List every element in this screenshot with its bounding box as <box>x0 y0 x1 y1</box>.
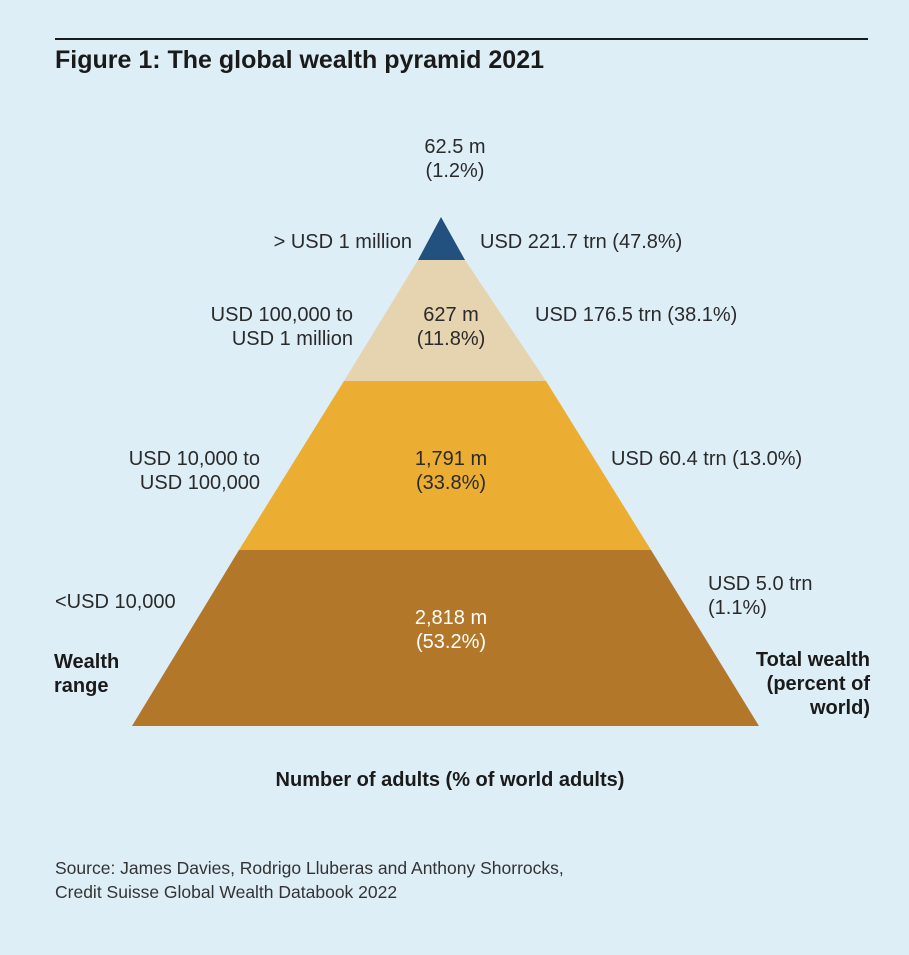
tier-base-total-wealth-line2: (1.1%) <box>708 597 767 619</box>
source-line1: Source: James Davies, Rodrigo Lluberas a… <box>55 858 564 878</box>
tier-upper-middle-adults-count: 627 m <box>423 304 479 326</box>
figure-title: Figure 1: The global wealth pyramid 2021 <box>55 46 545 74</box>
tier-upper-middle-range-line2: USD 1 million <box>231 328 353 350</box>
tier-base-wealth-range: <USD 10,000 <box>55 591 176 613</box>
tier-top-total-wealth: USD 221.7 trn (47.8%) <box>480 231 683 253</box>
tier-base-adults-count: 2,818 m <box>414 607 488 629</box>
total-wealth-axis-label: Total wealth (percent of world) <box>690 648 870 720</box>
title-rule <box>55 38 868 40</box>
total-wealth-label-line3: world) <box>810 697 870 719</box>
wealth-range-axis-label: Wealth range <box>54 650 119 698</box>
tier-upper-middle-adults: 627 m (11.8%) <box>386 303 516 351</box>
tier-top-wealth-range: > USD 1 million <box>273 231 412 253</box>
tier-middle-range-line2: USD 100,000 <box>139 472 260 494</box>
tier-upper-middle-total-wealth: USD 176.5 trn (38.1%) <box>535 304 738 326</box>
tier-middle-adults-pct: (33.8%) <box>415 472 487 494</box>
tier-base-total-wealth: USD 5.0 trn (1.1%) <box>708 572 812 620</box>
tier-middle-total-wealth: USD 60.4 trn (13.0%) <box>611 448 803 470</box>
tier-upper-middle-wealth-range: USD 100,000 to USD 1 million <box>140 303 353 351</box>
tier-upper-middle-range-line1: USD 100,000 to <box>210 304 353 326</box>
tier-top-adults-pct: (1.2%) <box>425 160 485 182</box>
source-line2: Credit Suisse Global Wealth Databook 202… <box>55 882 398 902</box>
tier-middle-wealth-range: USD 10,000 to USD 100,000 <box>60 447 260 495</box>
tier-top-adults: 62.5 m (1.2%) <box>390 135 520 183</box>
tier-middle-adults-count: 1,791 m <box>414 448 488 470</box>
pyramid-tier-middle <box>239 381 651 550</box>
total-wealth-label-line2: (percent of <box>766 673 870 695</box>
number-of-adults-axis-label: Number of adults (% of world adults) <box>275 769 625 791</box>
tier-base-adults-pct: (53.2%) <box>415 631 487 653</box>
tier-middle-adults: 1,791 m (33.8%) <box>386 447 516 495</box>
tier-base-total-wealth-line1: USD 5.0 trn <box>708 573 813 595</box>
pyramid-tier-upper-middle <box>344 260 546 381</box>
tier-base-adults: 2,818 m (53.2%) <box>386 606 516 654</box>
wealth-range-label-line1: Wealth <box>54 651 120 673</box>
pyramid-tier-base <box>132 550 759 726</box>
pyramid-tier-top <box>418 217 465 260</box>
total-wealth-label-line1: Total wealth <box>755 649 870 671</box>
source-note: Source: James Davies, Rodrigo Lluberas a… <box>55 856 564 904</box>
wealth-range-label-line2: range <box>54 675 109 697</box>
tier-upper-middle-adults-pct: (11.8%) <box>416 328 486 350</box>
tier-top-adults-count: 62.5 m <box>424 136 486 158</box>
tier-middle-range-line1: USD 10,000 to <box>128 448 260 470</box>
